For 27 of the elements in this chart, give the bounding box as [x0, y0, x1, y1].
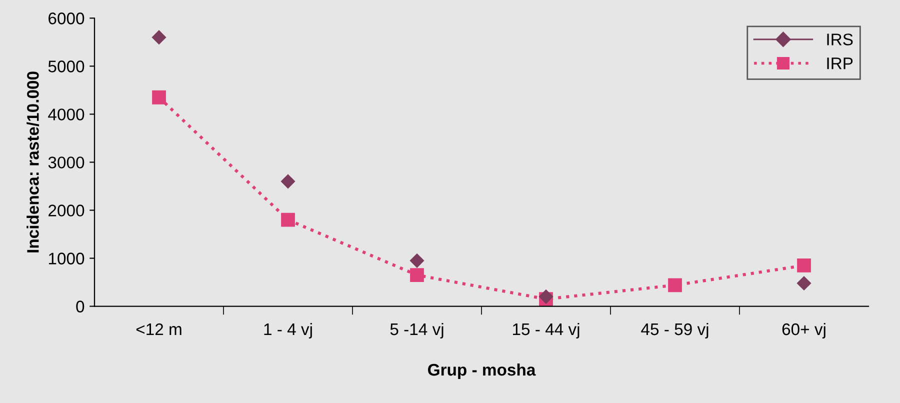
x-axis-title: Grup - mosha [428, 363, 536, 380]
point [152, 90, 166, 104]
y-axis-title: Incidenca: raste/10.000 [26, 72, 40, 252]
point [281, 212, 295, 227]
y-tick-label: 3000 [48, 156, 84, 168]
point [410, 268, 424, 282]
point [538, 289, 554, 304]
x-tick-label: 60+ vj [782, 322, 826, 338]
x-tick-label: <12 m [136, 323, 182, 336]
y-tick-label: 6000 [48, 12, 84, 24]
y-tick-label: 0 [76, 300, 84, 312]
point [668, 278, 682, 292]
point [410, 253, 424, 268]
point [797, 258, 811, 272]
legend-label: IRS [827, 34, 853, 46]
y-tick-label: 4000 [48, 108, 84, 120]
point [280, 174, 296, 189]
y-tick-label: 2000 [48, 204, 84, 216]
point [152, 30, 166, 45]
legend-label: IRP [827, 58, 853, 70]
y-tick-label: 5000 [48, 60, 84, 72]
point [796, 276, 812, 291]
x-tick-label: 15 - 44 vj [512, 322, 580, 338]
x-tick-label: 45 - 59 vj [641, 322, 708, 338]
x-tick-label: 5 -14 vj [390, 322, 444, 338]
x-tick-label: 1 - 4 vj [264, 322, 312, 338]
y-tick-label: 1000 [48, 252, 84, 264]
